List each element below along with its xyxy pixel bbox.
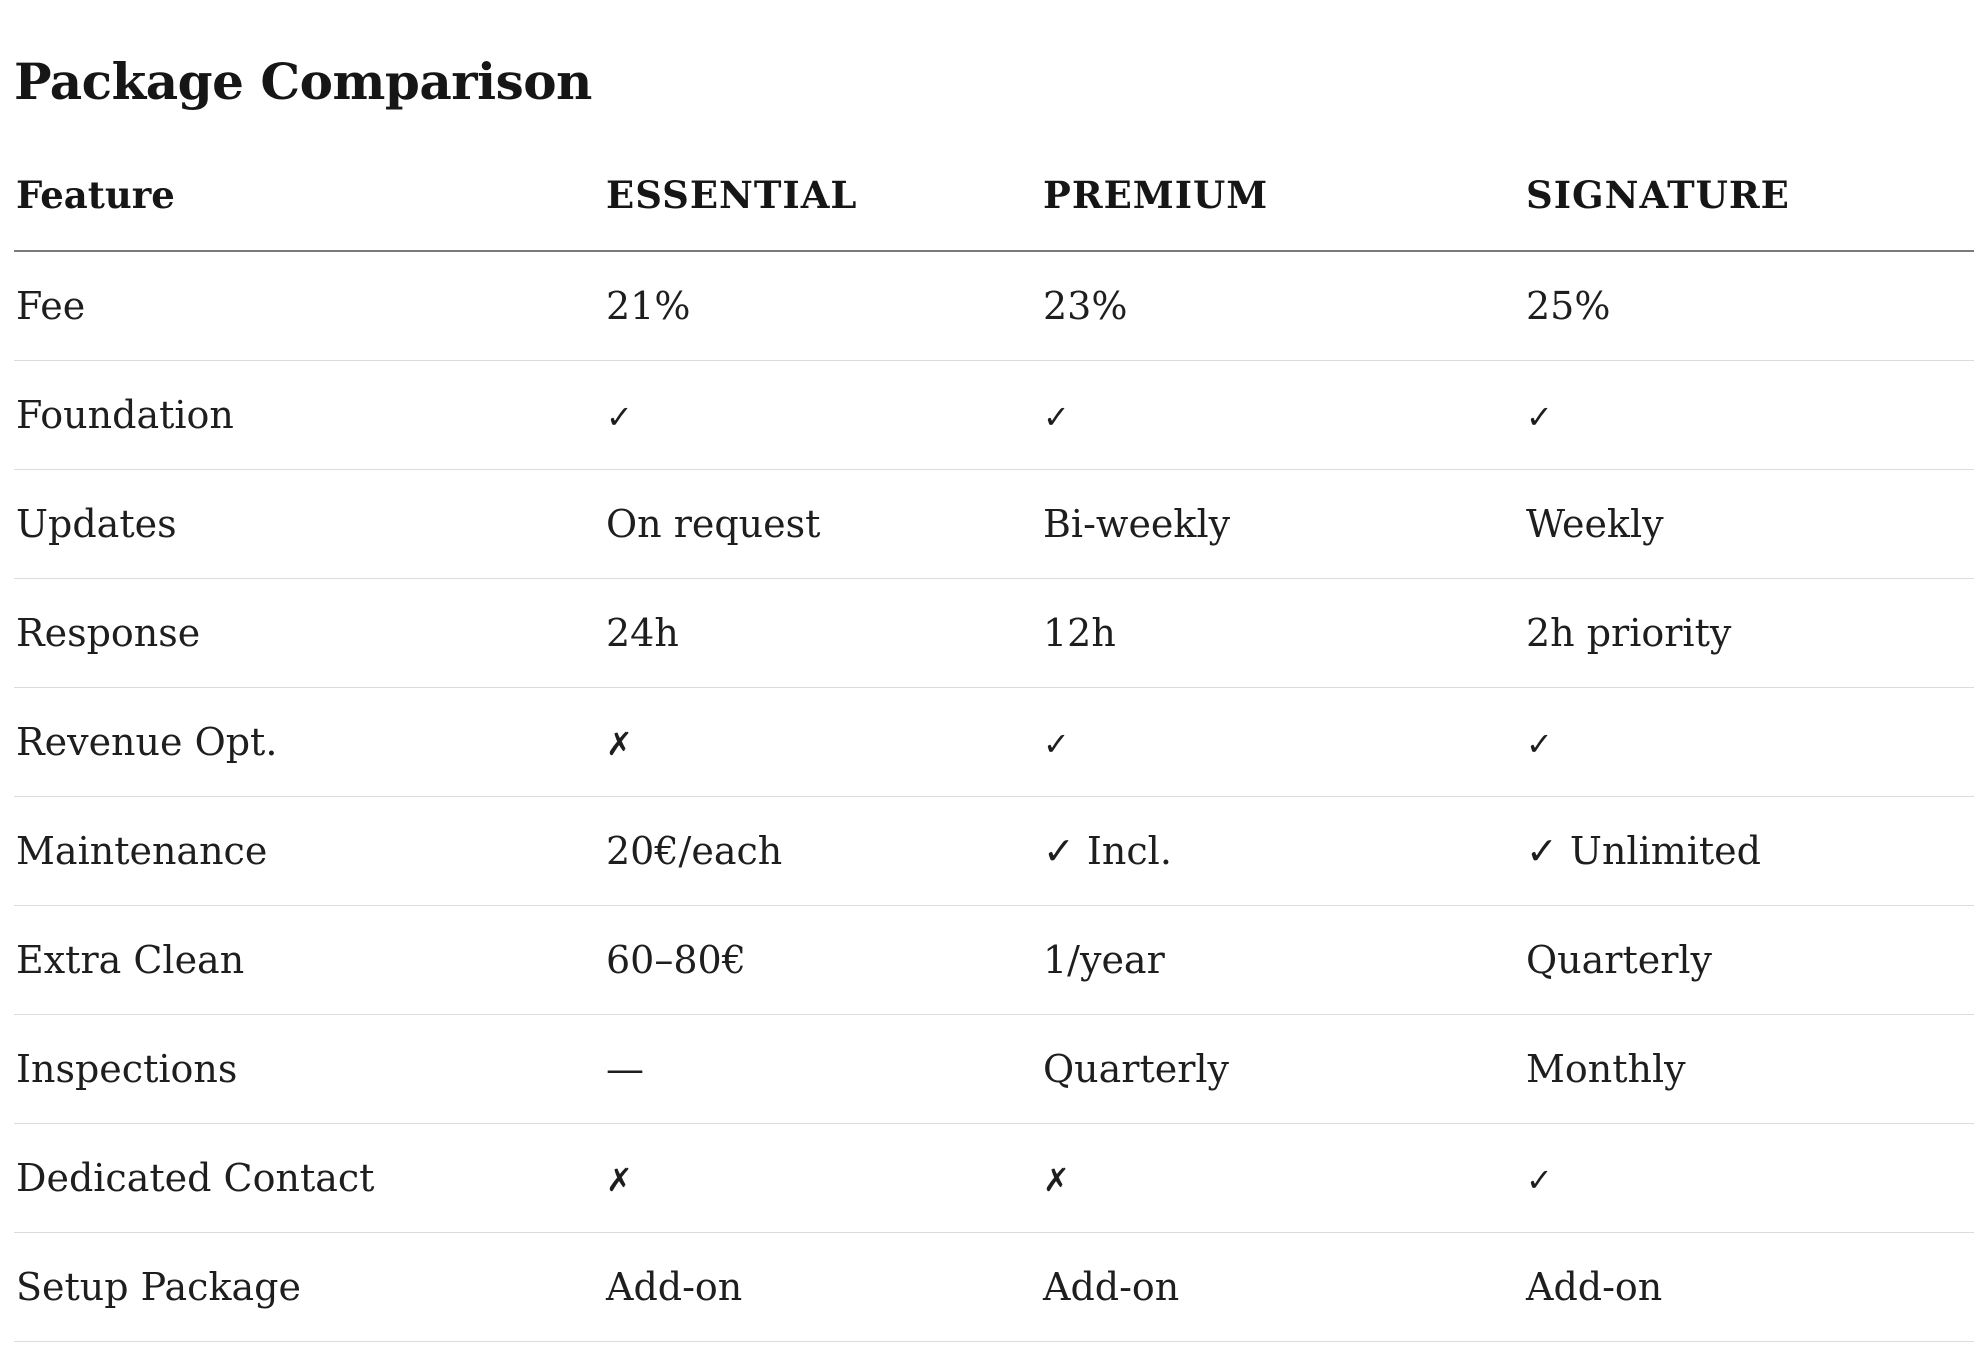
premium-value: Quarterly [1041,1014,1524,1124]
premium-value: Bi-weekly [1041,469,1524,579]
signature-value: ✓ [1524,1123,1974,1233]
signature-value: 2h priority [1524,578,1974,688]
feature-label: Setup Package [14,1232,604,1342]
feature-label: Fee [14,251,604,361]
signature-value: Monthly [1524,1014,1974,1124]
check-icon: ✓ [1526,725,1553,763]
page: Package Comparison Feature ESSENTIAL PRE… [14,0,1974,1342]
essential-value: 60–80€ [604,905,1041,1015]
feature-label: Foundation [14,360,604,470]
table-row: Revenue Opt. ✗ ✓ ✓ [14,687,1974,797]
check-icon: ✓ [606,398,633,436]
cross-icon: ✗ [606,725,633,763]
header-premium: PREMIUM [1041,140,1524,252]
table-row: Setup Package Add-on Add-on Add-on [14,1232,1974,1342]
feature-label: Extra Clean [14,905,604,1015]
feature-label: Response [14,578,604,688]
premium-value: 1/year [1041,905,1524,1015]
table-header-row: Feature ESSENTIAL PREMIUM SIGNATURE [14,140,1974,252]
header-feature: Feature [14,140,604,252]
essential-value: On request [604,469,1041,579]
table-row: Inspections — Quarterly Monthly [14,1014,1974,1124]
check-icon: ✓ [1526,1161,1553,1199]
table-row: Extra Clean 60–80€ 1/year Quarterly [14,905,1974,1015]
premium-value: ✓ [1041,360,1524,470]
cross-icon: ✗ [606,1161,633,1199]
premium-value: ✓ Incl. [1041,796,1524,906]
feature-label: Updates [14,469,604,579]
feature-label: Inspections [14,1014,604,1124]
feature-label: Revenue Opt. [14,687,604,797]
page-title: Package Comparison [14,52,592,111]
signature-value: Add-on [1524,1232,1974,1342]
table-row: Updates On request Bi-weekly Weekly [14,469,1974,579]
table-row: Dedicated Contact ✗ ✗ ✓ [14,1123,1974,1233]
signature-value: Weekly [1524,469,1974,579]
signature-value: ✓ [1524,687,1974,797]
signature-value: Quarterly [1524,905,1974,1015]
premium-value: ✓ [1041,687,1524,797]
premium-value: Add-on [1041,1232,1524,1342]
table-row: Response 24h 12h 2h priority [14,578,1974,688]
premium-value: 23% [1041,251,1524,361]
essential-value: Add-on [604,1232,1041,1342]
essential-value: ✗ [604,1123,1041,1233]
check-icon: ✓ [1526,398,1553,436]
table-row: Fee 21% 23% 25% [14,251,1974,361]
premium-value: ✗ [1041,1123,1524,1233]
cross-icon: ✗ [1043,1161,1070,1199]
signature-value: ✓ Unlimited [1524,796,1974,906]
check-icon: ✓ [1043,725,1070,763]
essential-value: ✗ [604,687,1041,797]
essential-value: 21% [604,251,1041,361]
essential-value: 24h [604,578,1041,688]
table-row: Maintenance 20€/each ✓ Incl. ✓ Unlimited [14,796,1974,906]
table-row: Foundation ✓ ✓ ✓ [14,360,1974,470]
header-signature: SIGNATURE [1524,140,1974,252]
signature-value: 25% [1524,251,1974,361]
essential-value: ✓ [604,360,1041,470]
essential-value: 20€/each [604,796,1041,906]
signature-value: ✓ [1524,360,1974,470]
package-comparison-table: Feature ESSENTIAL PREMIUM SIGNATURE Fee … [14,140,1974,1342]
essential-value: — [604,1014,1041,1124]
premium-value: 12h [1041,578,1524,688]
feature-label: Maintenance [14,796,604,906]
feature-label: Dedicated Contact [14,1123,604,1233]
header-essential: ESSENTIAL [604,140,1041,252]
check-icon: ✓ [1043,398,1070,436]
